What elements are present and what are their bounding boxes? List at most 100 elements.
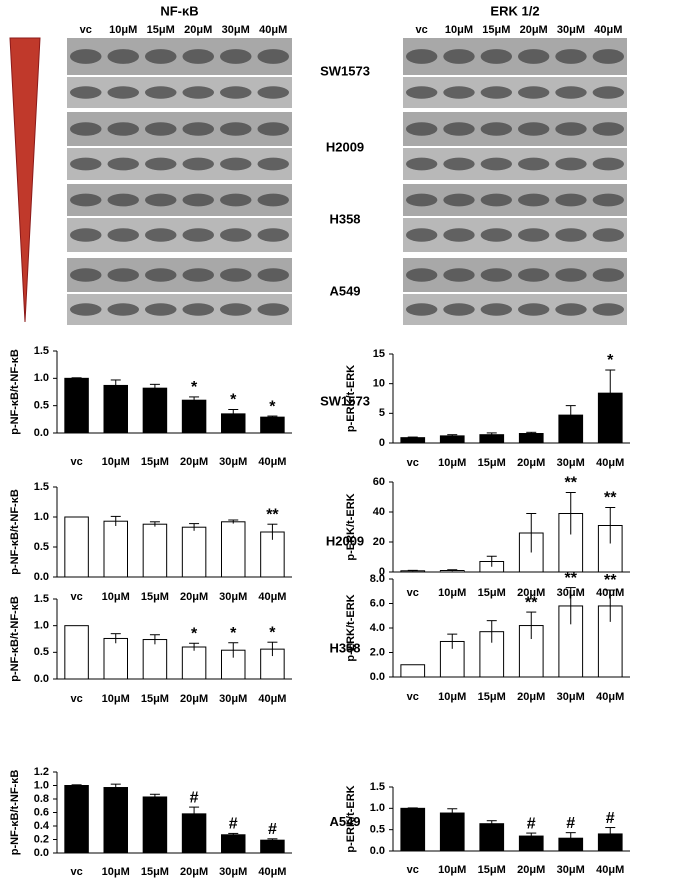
x-tick-label: vc <box>407 864 419 876</box>
band <box>592 193 625 207</box>
x-tick-label: 10μM <box>102 591 130 603</box>
x-tick-label: 10μM <box>102 866 130 878</box>
y-axis-label: p-NF-κB/t-NF-κB <box>9 349 21 435</box>
band <box>480 268 513 282</box>
lane-label: vc <box>416 24 428 36</box>
band <box>182 49 214 64</box>
bar <box>64 516 89 578</box>
x-tick-label: 40μM <box>258 456 286 468</box>
y-axis-label: p-ERK/t-ERK <box>345 365 357 432</box>
significance-mark: * <box>607 352 614 369</box>
band <box>592 86 625 99</box>
band <box>405 49 438 64</box>
y-tick-label: 0.0 <box>34 427 49 439</box>
band <box>107 268 139 282</box>
lane-label: 20μM <box>520 24 548 36</box>
band <box>107 193 139 207</box>
y-tick-label: 0.5 <box>34 400 49 412</box>
band <box>555 193 587 207</box>
bar <box>64 785 89 854</box>
band <box>70 228 102 242</box>
y-tick-label: 1.0 <box>370 802 385 814</box>
band <box>145 122 177 136</box>
cell-line-label: H2009 <box>326 139 364 154</box>
bar <box>142 796 168 854</box>
y-tick-label: 60 <box>373 476 385 488</box>
band <box>443 193 475 207</box>
band <box>220 157 252 171</box>
band <box>145 157 177 171</box>
significance-mark: # <box>229 816 238 833</box>
significance-mark: # <box>566 815 575 832</box>
band <box>555 122 587 136</box>
x-tick-label: 20μM <box>517 457 545 469</box>
band <box>70 303 102 316</box>
y-tick-label: 0.5 <box>370 824 385 836</box>
x-tick-label: vc <box>70 591 82 603</box>
y-tick-label: 1.5 <box>34 481 49 493</box>
x-tick-label: 10μM <box>438 457 466 469</box>
lane-label: 10μM <box>445 24 473 36</box>
band <box>555 228 587 242</box>
bar <box>181 399 207 434</box>
y-tick-label: 6.0 <box>370 597 385 609</box>
x-tick-label: 40μM <box>596 691 624 703</box>
x-tick-label: 20μM <box>517 587 545 599</box>
bar <box>439 812 465 852</box>
significance-mark: # <box>268 821 277 838</box>
cell-line-label: H2009 <box>326 533 364 548</box>
band <box>592 49 625 64</box>
x-tick-label: vc <box>70 866 82 878</box>
x-tick-label: 20μM <box>180 693 208 705</box>
significance-mark: # <box>527 815 536 832</box>
band <box>220 228 252 242</box>
lane-label: 40μM <box>594 24 622 36</box>
bar <box>518 433 544 444</box>
y-tick-label: 0.2 <box>34 833 49 845</box>
band <box>257 122 289 136</box>
band <box>517 122 550 136</box>
band <box>517 86 550 99</box>
band <box>220 49 252 64</box>
y-tick-label: 0.5 <box>34 541 49 553</box>
x-tick-label: vc <box>70 693 82 705</box>
y-tick-label: 0.0 <box>34 847 49 859</box>
band <box>443 228 475 242</box>
y-axis-label: p-ERK/t-ERK <box>345 594 357 661</box>
x-tick-label: 10μM <box>438 864 466 876</box>
x-tick-label: 15μM <box>141 591 169 603</box>
band <box>517 193 550 207</box>
bar <box>221 521 246 578</box>
y-tick-label: 0.0 <box>370 671 385 683</box>
band <box>592 157 625 171</box>
bar <box>142 387 168 434</box>
bar <box>479 823 505 852</box>
band <box>405 86 438 99</box>
blot <box>67 184 292 216</box>
band <box>70 49 102 64</box>
bar <box>221 834 246 854</box>
blot <box>403 184 627 216</box>
blot <box>67 258 292 292</box>
blot <box>403 38 627 75</box>
blot <box>403 77 627 108</box>
y-tick-label: 0.4 <box>34 820 50 832</box>
bar <box>400 437 426 444</box>
blot <box>67 218 292 252</box>
significance-mark: * <box>230 392 237 409</box>
y-tick-label: 1.0 <box>34 620 49 632</box>
band <box>107 86 139 99</box>
x-tick-label: 20μM <box>180 591 208 603</box>
x-tick-label: 40μM <box>258 591 286 603</box>
significance-mark: ** <box>565 570 578 587</box>
x-tick-label: 15μM <box>478 457 506 469</box>
x-tick-label: 10μM <box>438 691 466 703</box>
y-tick-label: 1.5 <box>34 345 49 357</box>
blot <box>403 258 627 292</box>
x-tick-label: 30μM <box>557 864 585 876</box>
band <box>257 193 289 207</box>
y-tick-label: 1.2 <box>34 766 49 778</box>
band <box>182 228 214 242</box>
lane-label: vc <box>80 24 92 36</box>
